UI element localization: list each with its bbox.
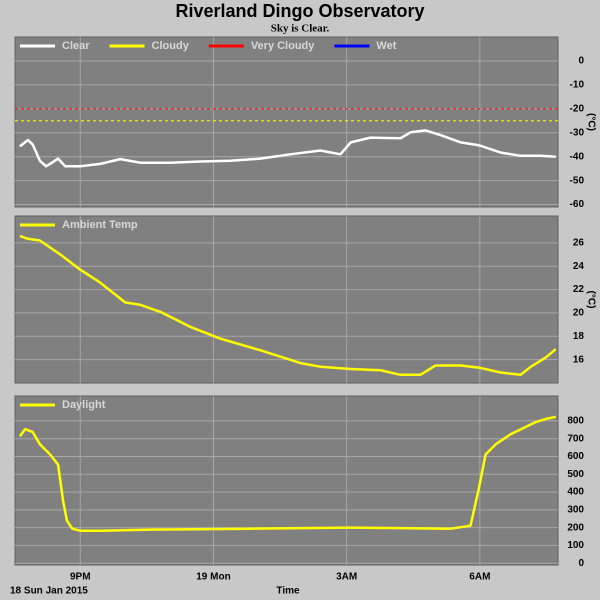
y-axis-label: (°C)	[585, 291, 596, 309]
y-tick-label: 20	[573, 308, 585, 319]
y-tick-label: 0	[578, 558, 584, 569]
plot-area	[14, 395, 559, 566]
x-axis-label: Time	[276, 586, 300, 597]
y-tick-label: 0	[578, 56, 584, 67]
chart-title: Riverland Dingo Observatory	[175, 1, 424, 21]
y-tick-label: 200	[567, 522, 584, 533]
y-tick-label: -60	[570, 199, 585, 210]
y-tick-label: 400	[567, 487, 584, 498]
legend-label: Ambient Temp	[62, 219, 138, 231]
y-tick-label: 100	[567, 540, 584, 551]
y-tick-label: 18	[573, 331, 585, 342]
y-tick-label: 600	[567, 451, 584, 462]
y-tick-label: 22	[573, 284, 585, 295]
x-tick-label: 9PM	[70, 572, 91, 583]
data-line	[19, 234, 557, 377]
y-tick-label: -10	[570, 80, 585, 91]
legend-label: Cloudy	[152, 40, 190, 52]
legend-label: Wet	[376, 40, 396, 52]
y-tick-label: 24	[573, 261, 585, 272]
y-tick-label: -30	[570, 127, 585, 138]
y-tick-label: 700	[567, 433, 584, 444]
y-tick-label: 300	[567, 504, 584, 515]
legend-label: Daylight	[62, 399, 106, 411]
y-axis-label: (°C)	[585, 113, 596, 131]
y-tick-label: 800	[567, 416, 584, 427]
y-tick-label: 26	[573, 238, 585, 249]
data-line	[19, 129, 556, 168]
y-tick-label: -50	[570, 175, 585, 186]
legend-label: Very Cloudy	[251, 40, 315, 52]
y-tick-label: 16	[573, 354, 585, 365]
data-line	[18, 415, 557, 532]
plot-area	[14, 36, 559, 208]
plot-area	[14, 215, 559, 384]
chart-subtitle: Sky is Clear.	[271, 23, 330, 35]
legend-label: Clear	[62, 40, 90, 52]
y-tick-label: -20	[570, 103, 585, 114]
x-tick-label: 6AM	[469, 572, 490, 583]
x-tick-label: 3AM	[336, 572, 357, 583]
x-tick-label: 19 Mon	[196, 572, 230, 583]
date-label: 18 Sun Jan 2015	[10, 586, 88, 597]
y-tick-label: -40	[570, 151, 585, 162]
y-tick-label: 500	[567, 469, 584, 480]
